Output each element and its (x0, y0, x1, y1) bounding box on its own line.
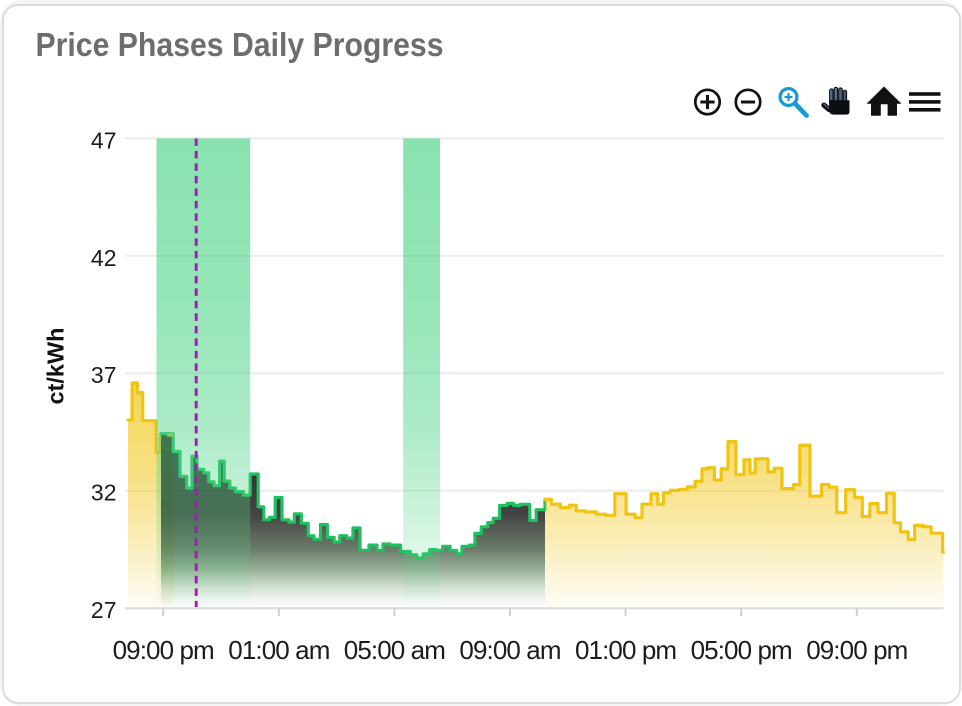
svg-text:01:00 am: 01:00 am (228, 635, 329, 665)
svg-text:09:00 pm: 09:00 pm (806, 635, 907, 665)
svg-text:09:00 am: 09:00 am (459, 635, 560, 665)
svg-text:ct/kWh: ct/kWh (43, 327, 69, 404)
svg-text:09:00 pm: 09:00 pm (113, 635, 214, 665)
svg-text:05:00 am: 05:00 am (344, 635, 445, 665)
svg-text:37: 37 (91, 362, 117, 388)
svg-text:27: 27 (91, 597, 117, 623)
svg-text:01:00 pm: 01:00 pm (575, 635, 676, 665)
svg-text:05:00 pm: 05:00 pm (691, 635, 792, 665)
svg-text:32: 32 (91, 480, 117, 506)
svg-text:47: 47 (91, 127, 117, 153)
svg-text:42: 42 (91, 245, 117, 271)
svg-text:Price Phases Daily Progress: Price Phases Daily Progress (36, 25, 444, 63)
